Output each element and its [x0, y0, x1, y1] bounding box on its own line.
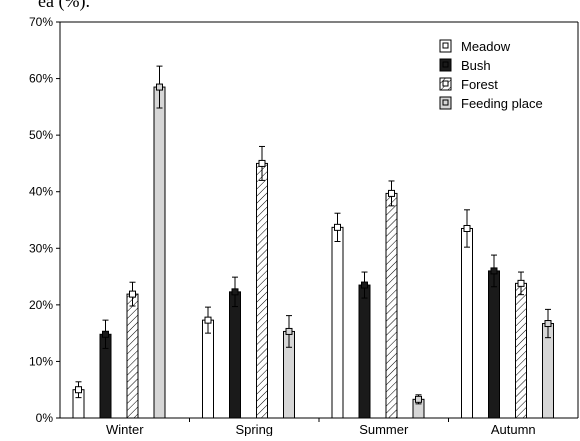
y-tick-label: 20% [29, 298, 53, 312]
mean-marker [258, 159, 266, 167]
mean-marker [415, 395, 422, 403]
mean-marker [129, 290, 136, 298]
bar-meadow [331, 226, 344, 419]
y-tick-label: 50% [29, 128, 53, 142]
mean-marker [463, 224, 471, 232]
plot-area: 0% 10% 20% 30% 40% 50% 60% 70% Winter Spring Summe… [29, 15, 579, 437]
bar-bush [488, 270, 500, 419]
mean-marker [102, 330, 109, 338]
y-tick-label: 70% [29, 15, 53, 29]
mean-marker [204, 316, 212, 324]
mean-marker [285, 327, 293, 335]
mean-marker [231, 288, 239, 296]
header-fragment: ea (%). [38, 0, 90, 11]
x-tick-label: Summer [359, 422, 409, 436]
bar-forest [515, 282, 527, 419]
mean-marker [388, 189, 395, 197]
mean-marker [156, 83, 163, 91]
legend-label: Feeding place [461, 96, 543, 111]
bar-forest [126, 293, 139, 419]
legend-marker [442, 80, 449, 87]
mean-marker [544, 320, 552, 328]
x-tick-label: Spring [235, 422, 273, 436]
mean-marker [75, 386, 82, 394]
legend-marker [442, 61, 449, 68]
legend-label: Meadow [461, 39, 511, 54]
legend-label: Forest [461, 77, 498, 92]
bar-bush [229, 291, 241, 419]
bar-forest [385, 192, 398, 419]
bar-meadow [461, 227, 473, 419]
bar-bush [358, 284, 371, 419]
y-tick-label: 60% [29, 72, 53, 86]
legend-label: Bush [461, 58, 491, 73]
mean-marker [361, 281, 368, 289]
mean-marker [334, 223, 341, 231]
x-tick-label: Autumn [491, 422, 536, 436]
bar-forest [256, 162, 268, 419]
legend-marker [442, 42, 449, 49]
bar-feeding-place [153, 86, 166, 419]
y-tick-label: 0% [36, 411, 54, 425]
legend: Meadow Bush Forest Feeding place [439, 39, 543, 111]
y-tick-label: 40% [29, 185, 53, 199]
mean-marker [490, 267, 498, 275]
bar-meadow [202, 319, 214, 419]
mean-marker [517, 279, 525, 287]
x-tick-label: Winter [106, 422, 144, 436]
y-tick-label: 10% [29, 354, 53, 368]
legend-marker [442, 99, 449, 106]
y-tick-label: 30% [29, 241, 53, 255]
